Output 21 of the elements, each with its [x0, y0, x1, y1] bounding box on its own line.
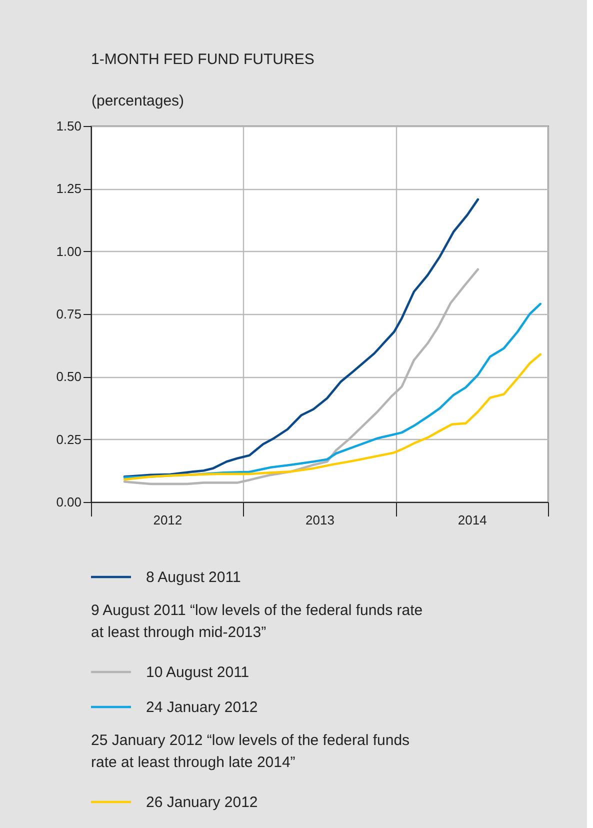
y-tick-label: 0.75 — [56, 306, 82, 322]
x-tick-label: 2013 — [306, 512, 334, 528]
text: 9 August 2011 “low levels of the federal funds rate at least through mid-2013” — [91, 602, 423, 641]
y-tick-label: 0.00 — [56, 494, 82, 510]
legend-label: 24 January 2012 — [146, 699, 258, 716]
y-tick-label: 1.00 — [56, 244, 82, 259]
y-tick-label: 0.50 — [56, 369, 82, 384]
y-tick-label: 1.25 — [56, 181, 82, 196]
legend-label: 10 August 2011 — [146, 664, 250, 681]
chart-title: 1-MONTH FED FUND FUTURES — [91, 51, 314, 68]
legend-label: 8 August 2011 — [146, 569, 241, 586]
y-tick-label: 1.50 — [56, 118, 82, 134]
line-series — [123, 198, 480, 478]
y-tick-label: 0.25 — [56, 432, 82, 447]
x-tick-label: 2014 — [458, 512, 487, 528]
line-series — [123, 302, 542, 479]
y-axis-title: (percentages) — [92, 92, 184, 110]
legend-label: 26 January 2012 — [146, 794, 258, 811]
text: 25 January 2012 “low levels of the federal funds rate at least through late 2014” — [91, 732, 410, 771]
line-series — [123, 353, 542, 481]
x-tick-label: 2012 — [153, 512, 182, 528]
